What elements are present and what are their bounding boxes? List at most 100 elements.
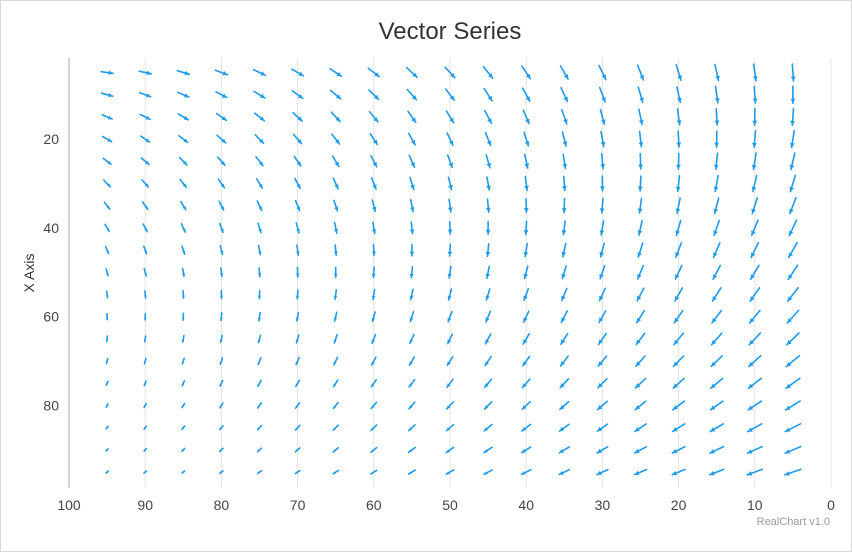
vector-mark bbox=[444, 88, 456, 102]
vector-mark bbox=[638, 152, 643, 170]
vector-mark bbox=[143, 245, 148, 255]
vector-mark bbox=[368, 89, 380, 101]
vector-mark bbox=[524, 175, 529, 192]
vector-mark bbox=[598, 86, 606, 103]
vector-series bbox=[100, 63, 802, 476]
vector-mark bbox=[747, 377, 763, 390]
vector-mark bbox=[143, 425, 148, 431]
vector-mark bbox=[521, 400, 532, 411]
vector-mark bbox=[176, 69, 191, 76]
vector-mark bbox=[561, 197, 567, 214]
vector-mark bbox=[634, 400, 647, 411]
vector-mark bbox=[599, 264, 606, 280]
vector-mark bbox=[521, 355, 531, 367]
vector-mark bbox=[447, 198, 453, 213]
vector-mark bbox=[177, 91, 190, 98]
vector-mark bbox=[520, 446, 532, 454]
x-tick-label: 20 bbox=[671, 497, 687, 513]
vector-mark bbox=[294, 379, 301, 388]
vector-mark bbox=[559, 378, 570, 389]
vector-mark bbox=[219, 289, 223, 300]
x-tick-label: 30 bbox=[595, 497, 611, 513]
vector-mark bbox=[177, 113, 190, 121]
vector-mark bbox=[484, 131, 492, 147]
vector-mark bbox=[785, 332, 800, 346]
vector-mark bbox=[674, 264, 683, 280]
vector-mark bbox=[181, 357, 185, 365]
vector-mark bbox=[181, 334, 185, 343]
vector-mark bbox=[598, 64, 607, 81]
vector-mark bbox=[217, 178, 226, 189]
vector-mark bbox=[104, 245, 110, 255]
vector-mark bbox=[371, 266, 376, 279]
vector-mark bbox=[485, 220, 491, 235]
vector-mark bbox=[638, 130, 644, 148]
vector-mark bbox=[294, 177, 302, 190]
vector-mark bbox=[714, 85, 720, 104]
vector-mark bbox=[752, 63, 758, 82]
vector-mark bbox=[788, 219, 798, 237]
vector-mark bbox=[294, 401, 301, 410]
vector-mark bbox=[485, 154, 492, 169]
vector-mark bbox=[257, 267, 262, 278]
vector-mark bbox=[676, 108, 682, 126]
vector-mark bbox=[408, 401, 416, 410]
vector-mark bbox=[671, 423, 686, 433]
vector-mark bbox=[105, 425, 109, 430]
vector-mark bbox=[672, 355, 685, 368]
vector-mark bbox=[710, 332, 723, 346]
vector-mark bbox=[409, 243, 415, 257]
vector-mark bbox=[256, 402, 263, 409]
vector-mark bbox=[219, 470, 224, 475]
x-tick-label: 60 bbox=[366, 497, 382, 513]
vector-mark bbox=[220, 267, 224, 278]
vector-mark bbox=[445, 110, 455, 124]
vector-mark bbox=[331, 155, 340, 168]
vector-mark bbox=[597, 377, 608, 389]
vector-mark bbox=[486, 176, 491, 191]
vector-mark bbox=[215, 112, 228, 122]
vector-mark bbox=[256, 424, 263, 431]
vector-mark bbox=[371, 288, 376, 301]
vector-mark bbox=[255, 156, 264, 167]
vector-mark bbox=[409, 310, 415, 323]
vector-mark bbox=[675, 64, 682, 81]
vector-mark bbox=[520, 468, 532, 476]
vector-mark bbox=[105, 470, 109, 474]
vector-mark bbox=[483, 446, 493, 454]
vector-mark bbox=[447, 243, 453, 257]
vector-mark bbox=[409, 199, 415, 213]
vector-mark bbox=[712, 242, 721, 259]
vector-mark bbox=[295, 356, 300, 366]
vector-mark bbox=[748, 332, 762, 346]
vector-mark bbox=[558, 468, 571, 476]
vector-mark bbox=[447, 221, 453, 235]
vector-mark bbox=[485, 243, 491, 258]
vector-mark bbox=[522, 109, 530, 125]
vector-mark bbox=[483, 87, 493, 102]
vector-mark bbox=[485, 265, 491, 280]
vector-mark bbox=[144, 290, 147, 299]
vector-mark bbox=[292, 133, 303, 145]
vector-mark bbox=[446, 154, 454, 169]
vector-mark bbox=[332, 379, 339, 388]
vector-mark bbox=[333, 311, 338, 322]
vector-mark bbox=[786, 286, 799, 303]
vector-mark bbox=[181, 402, 186, 409]
vector-mark bbox=[483, 378, 493, 389]
vector-mark bbox=[180, 200, 187, 211]
vector-mark bbox=[484, 355, 492, 367]
vector-mark bbox=[294, 424, 301, 431]
vector-mark bbox=[219, 402, 224, 409]
vector-mark bbox=[635, 332, 646, 346]
vector-mark bbox=[218, 447, 224, 453]
vector-mark bbox=[409, 333, 415, 345]
vector-mark bbox=[252, 68, 267, 77]
vector-mark bbox=[599, 108, 606, 125]
vector-mark bbox=[178, 156, 188, 166]
vector-mark bbox=[746, 468, 764, 476]
vector-mark bbox=[100, 70, 114, 75]
vector-mark bbox=[369, 469, 378, 475]
